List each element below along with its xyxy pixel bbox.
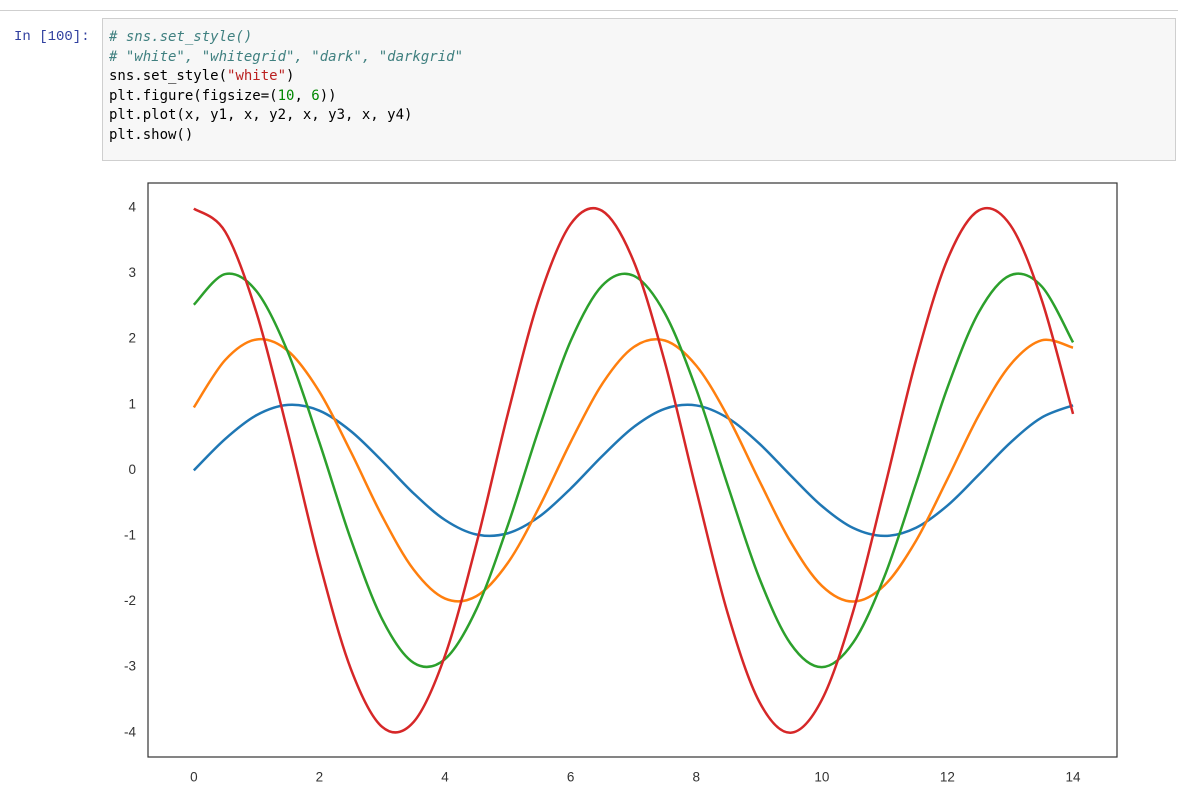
y-tick-label: 0 xyxy=(128,462,136,477)
x-tick-label: 8 xyxy=(692,770,700,785)
code-line: plt.show() xyxy=(109,126,1169,146)
y-tick-label: 3 xyxy=(128,265,136,280)
line-series xyxy=(193,206,1075,734)
x-tick-label: 12 xyxy=(940,770,955,785)
code-comment: # sns.set_style() xyxy=(109,29,253,45)
code-token: plt.plot(x, y1, x, y2, x, y3, x, y4) xyxy=(109,107,413,123)
code-token: plt.figure(figsize=( xyxy=(109,87,278,104)
code-token: sns.set_style( xyxy=(109,68,228,84)
x-tick-label: 4 xyxy=(441,770,449,785)
line-series xyxy=(192,403,1074,538)
line-series xyxy=(192,272,1075,669)
axes-frame xyxy=(147,182,1118,758)
y-tick-label: -1 xyxy=(124,527,136,542)
cell-separator xyxy=(0,10,1178,11)
y-tick-label: -4 xyxy=(124,724,136,739)
code-line: plt.plot(x, y1, x, y2, x, y3, x, y4) xyxy=(109,106,1169,126)
code-number: 10 xyxy=(277,87,295,104)
x-tick-label: 14 xyxy=(1066,770,1082,785)
x-tick-label: 10 xyxy=(814,770,829,785)
x-tick-label: 0 xyxy=(190,770,198,785)
code-token: , xyxy=(294,87,312,104)
code-comment: # "white", "whitegrid", "dark", "darkgri… xyxy=(109,48,464,65)
x-tick-label: 2 xyxy=(316,770,324,785)
code-number: 6 xyxy=(311,87,320,104)
y-tick-label: -3 xyxy=(124,659,136,674)
code-line: sns.set_style("white") xyxy=(109,67,1169,87)
code-string: "white" xyxy=(227,68,287,84)
input-prompt: In [100]: xyxy=(14,29,90,45)
line-series xyxy=(192,337,1074,603)
code-cell[interactable]: # sns.set_style() # "white", "whitegrid",… xyxy=(102,18,1176,161)
code-token: ) xyxy=(286,68,295,84)
code-line: plt.figure(figsize=(10, 6)) xyxy=(109,87,1169,107)
y-tick-label: -2 xyxy=(124,593,136,608)
y-tick-label: 1 xyxy=(128,396,136,411)
x-tick-label: 6 xyxy=(567,770,575,785)
y-tick-label: 2 xyxy=(128,331,136,346)
code-token: plt.show() xyxy=(109,126,194,143)
y-tick-label: 4 xyxy=(128,199,136,214)
code-line: # sns.set_style() xyxy=(109,28,1169,48)
code-line: # "white", "whitegrid", "dark", "darkgri… xyxy=(109,48,1169,68)
code-token: )) xyxy=(319,87,337,104)
